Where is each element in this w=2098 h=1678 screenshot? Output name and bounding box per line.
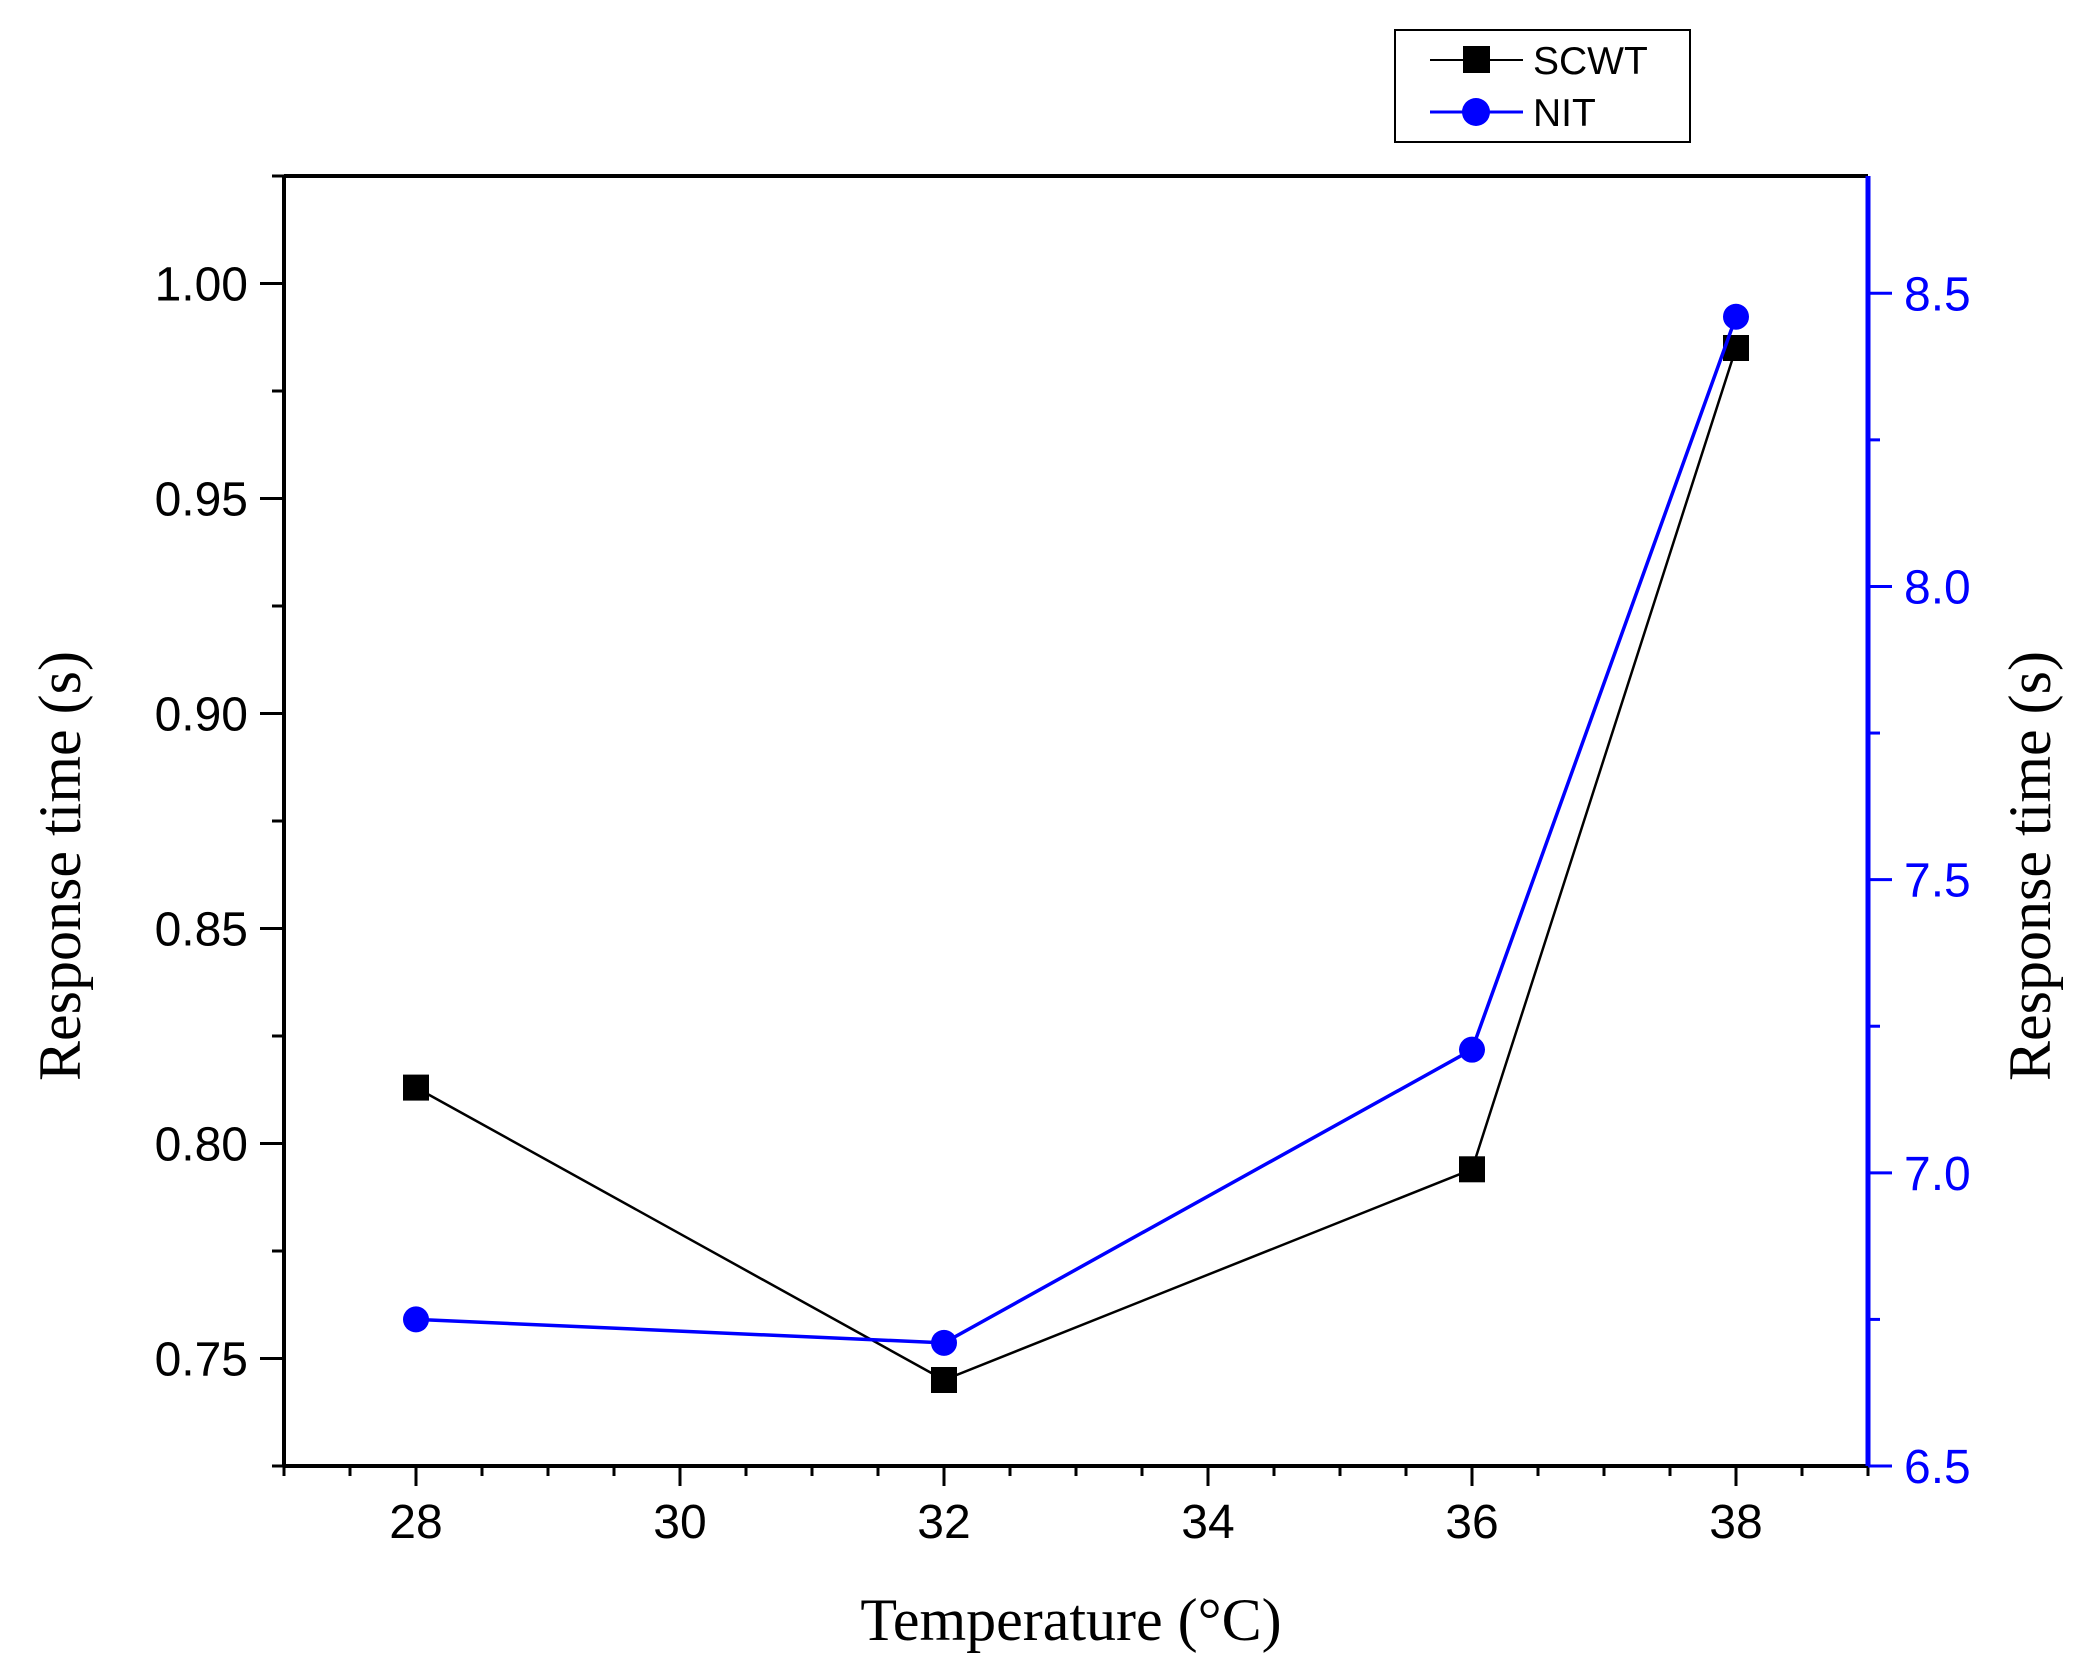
legend-nit-label: NIT xyxy=(1533,92,1596,135)
plot-frame xyxy=(282,174,1871,1468)
legend-box xyxy=(1394,29,1691,143)
x-tick-label: 34 xyxy=(1181,1496,1234,1549)
y-right-axis-title: Response time (s) xyxy=(1997,651,2063,1081)
y-left-tick-label: 0.80 xyxy=(155,1119,248,1172)
y-left-axis-title: Response time (s) xyxy=(27,651,93,1081)
y-left-tick-label: 0.75 xyxy=(155,1334,248,1387)
series-nit-point xyxy=(1723,303,1749,330)
series-nit-line xyxy=(415,316,1738,1345)
legend-scwt-label: SCWT xyxy=(1533,40,1648,83)
series-nit-point xyxy=(931,1329,957,1356)
series-scwt-point xyxy=(403,1074,429,1101)
y-right-tick-label: 8.0 xyxy=(1904,561,1971,614)
y-left-tick-label: 1.00 xyxy=(155,259,248,312)
y-left-tick-label: 0.85 xyxy=(155,904,248,957)
x-tick-label: 38 xyxy=(1709,1496,1762,1549)
x-tick-label: 28 xyxy=(389,1496,442,1549)
x-tick-label: 36 xyxy=(1445,1496,1498,1549)
y-left-tick-label: 0.90 xyxy=(155,689,248,742)
x-axis: 28 30 32 34 36 38 xyxy=(282,1466,1870,1549)
legend: SCWT NIT xyxy=(1394,29,1691,143)
legend-scwt-marker xyxy=(1463,46,1490,73)
x-tick-label: 32 xyxy=(917,1496,970,1549)
series-scwt-point xyxy=(1459,1156,1485,1183)
y-right-tick-label: 6.5 xyxy=(1904,1441,1971,1494)
legend-nit-marker xyxy=(1462,98,1490,126)
series-nit-point xyxy=(403,1306,429,1333)
series-scwt-point xyxy=(931,1367,957,1393)
y-right-tick-label: 8.5 xyxy=(1904,268,1971,321)
y-left-tick-label: 0.95 xyxy=(155,474,248,527)
y-left-axis: 0.75 0.80 0.85 0.90 0.95 1.00 xyxy=(155,174,284,1468)
series-scwt-line xyxy=(415,347,1738,1382)
series-layer xyxy=(403,303,1749,1393)
x-tick-label: 30 xyxy=(653,1496,706,1549)
series-nit-point xyxy=(1459,1036,1485,1063)
y-right-tick-label: 7.5 xyxy=(1904,855,1971,908)
y-right-tick-label: 7.0 xyxy=(1904,1148,1971,1201)
y-right-axis: 6.5 7.0 7.5 8.0 8.5 xyxy=(1868,268,1971,1494)
x-axis-title: Temperature (°C) xyxy=(860,1587,1281,1653)
